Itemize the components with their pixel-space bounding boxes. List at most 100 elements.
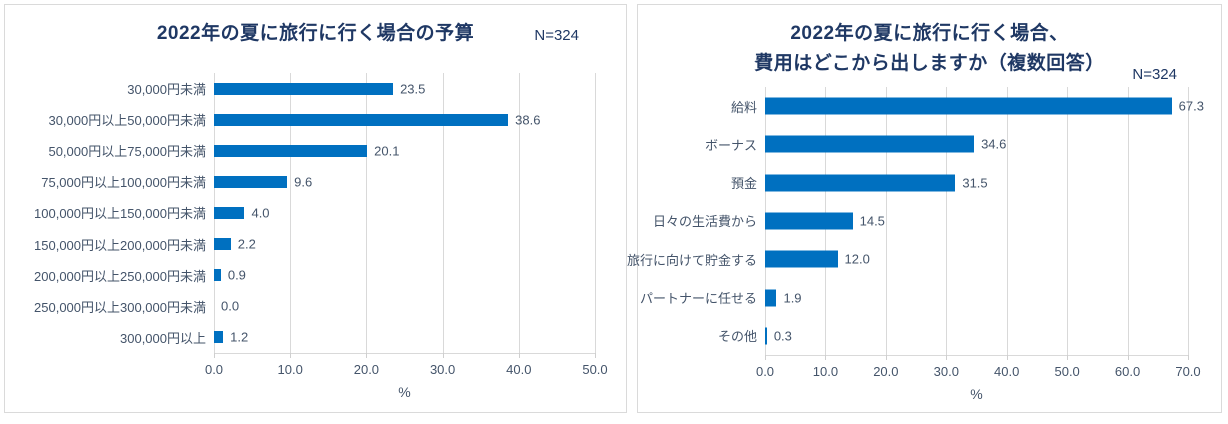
axis-tick <box>765 355 766 360</box>
gridline <box>595 73 596 354</box>
data-bar <box>765 327 767 345</box>
chart-row: ボーナス 34.6 <box>638 125 1188 163</box>
axis-tick-label: 70.0 <box>1175 364 1201 379</box>
chart-title-line: 2022年の夏に旅行に行く場合の予算 <box>156 23 475 44</box>
axis-tick <box>1006 355 1008 360</box>
budget-chart-panel: 2022年の夏に旅行に行く場合の予算 N=324 0.0 10.0 20.0 30.0… <box>4 4 627 413</box>
axis-tick <box>946 355 948 360</box>
chart-row: 30,000円以上50,000円未満 38.6 <box>5 104 595 135</box>
gridline <box>1006 87 1008 356</box>
chart-row: 給料 67.3 <box>638 87 1204 125</box>
value-label: 23.5 <box>400 81 426 97</box>
bar-track: 1.9 <box>765 278 1188 316</box>
axis-tick-label: 20.0 <box>873 364 899 379</box>
value-label: 9.6 <box>294 174 313 190</box>
gridline <box>1067 87 1069 356</box>
category-label: 100,000円以上150,000円未満 <box>34 206 206 222</box>
bar-rows: 30,000円未満 23.5 30,000円以上50,000円未満 38.6 50,00… <box>5 73 595 353</box>
gridline <box>885 87 887 356</box>
category-label: 預金 <box>730 176 757 192</box>
bar-track: 4.0 <box>214 197 595 228</box>
gridline <box>1127 87 1129 356</box>
axis-tick <box>825 355 827 360</box>
bar-track: 23.5 <box>214 73 595 104</box>
value-label: 2.2 <box>237 236 256 252</box>
chart-row: 100,000円以上150,000円未満 4.0 <box>5 197 595 228</box>
value-label: 0.3 <box>773 328 792 344</box>
category-label: 75,000円以上100,000円未満 <box>41 175 206 191</box>
chart-title: 2022年の夏に旅行に行く場合、費用はどこから出しますか（複数回答） <box>638 19 1221 79</box>
chart-title-line: 費用はどこから出しますか（複数回答） <box>754 53 1105 74</box>
axis-tick-label: 50.0 <box>1054 364 1080 379</box>
axis-tick-label: 40.0 <box>506 362 532 377</box>
data-bar <box>765 97 1172 115</box>
data-bar <box>214 206 245 219</box>
chart-row: 200,000円以上250,000円未満 0.9 <box>5 260 595 291</box>
chart-row: 預金 31.5 <box>638 164 1188 202</box>
axis-tick-label: 0.0 <box>755 364 775 379</box>
data-bar <box>765 289 777 307</box>
category-label: ボーナス <box>704 137 757 153</box>
chart-row: パートナーに任せる 1.9 <box>638 278 1188 316</box>
funding-source-chart-panel: 2022年の夏に旅行に行く場合、費用はどこから出しますか（複数回答） N=324… <box>626 4 1222 413</box>
value-label: 12.0 <box>844 251 870 267</box>
axis-tick-label: 20.0 <box>353 362 380 377</box>
axis-tick-label: 50.0 <box>582 362 608 377</box>
category-label: 300,000円以上 <box>120 330 206 346</box>
data-bar <box>214 269 221 282</box>
bar-rows: 給料 67.3 ボーナス 34.6 預金 31.5 日々の生活費から 14.5 旅行に向けて貯金… <box>626 87 1204 355</box>
sample-size-label: N=324 <box>1132 66 1177 83</box>
bar-track: 1.2 <box>214 322 595 353</box>
axis-tick-label: 10.0 <box>812 364 839 379</box>
axis-tick <box>442 353 444 358</box>
axis-tick <box>1067 355 1069 360</box>
bar-track: 9.6 <box>214 166 595 197</box>
data-bar <box>214 82 394 95</box>
value-label: 38.6 <box>515 112 541 128</box>
data-bar <box>765 212 853 230</box>
bar-track: 20.1 <box>214 135 595 166</box>
category-label: 旅行に向けて貯金する <box>626 252 757 268</box>
bar-track: 12.0 <box>765 240 1188 278</box>
plot-area: 0.0 10.0 20.0 30.0 40.0 50.0 60.0 70.0% <box>756 87 1201 402</box>
axis-tick-label: 0.0 <box>204 362 224 377</box>
data-bar <box>765 174 956 192</box>
value-label: 1.2 <box>230 329 249 345</box>
axis-tick-label: 10.0 <box>277 362 303 377</box>
axis-tick <box>214 353 215 358</box>
gridline <box>518 73 520 354</box>
category-label: 200,000円以上250,000円未満 <box>34 268 206 284</box>
axis-tick-label: 40.0 <box>994 364 1020 379</box>
chart-title-line: 2022年の夏に旅行に行く場合、 <box>790 23 1069 44</box>
value-label: 20.1 <box>374 143 400 159</box>
axis-tick <box>885 355 887 360</box>
data-bar <box>214 144 368 157</box>
axis-tick <box>518 353 520 358</box>
bar-track: 2.2 <box>214 229 595 260</box>
plot-area: 0.0 10.0 20.0 30.0 40.0 50.0% <box>205 73 608 400</box>
chart-row: 150,000円以上200,000円未満 2.2 <box>5 229 595 260</box>
value-label: 4.0 <box>251 205 270 221</box>
category-label: 30,000円以上50,000円未満 <box>48 113 206 129</box>
data-bar <box>214 113 509 126</box>
gridline <box>1188 87 1189 356</box>
value-label: 1.9 <box>783 290 802 306</box>
category-label: パートナーに任せる <box>639 291 757 307</box>
data-bar <box>765 250 838 268</box>
category-label: 50,000円以上75,000円未満 <box>48 144 206 160</box>
axis-tick-label: 30.0 <box>429 362 456 377</box>
gridline <box>946 87 948 356</box>
category-label: 250,000円以上300,000円未満 <box>34 299 206 315</box>
bar-track: 0.3 <box>765 317 1188 355</box>
value-label: 0.0 <box>221 298 240 314</box>
axis-tick-label: 60.0 <box>1114 364 1141 379</box>
gridline <box>442 73 444 354</box>
chart-row: 旅行に向けて貯金する 12.0 <box>626 240 1188 278</box>
gridline <box>290 73 292 354</box>
bar-track: 34.6 <box>765 125 1188 163</box>
chart-title: 2022年の夏に旅行に行く場合の予算 <box>5 19 626 49</box>
bar-track: 38.6 <box>214 104 595 135</box>
bar-track: 0.0 <box>214 291 595 322</box>
axis-tick-label: 30.0 <box>933 364 959 379</box>
data-bar <box>214 238 231 251</box>
